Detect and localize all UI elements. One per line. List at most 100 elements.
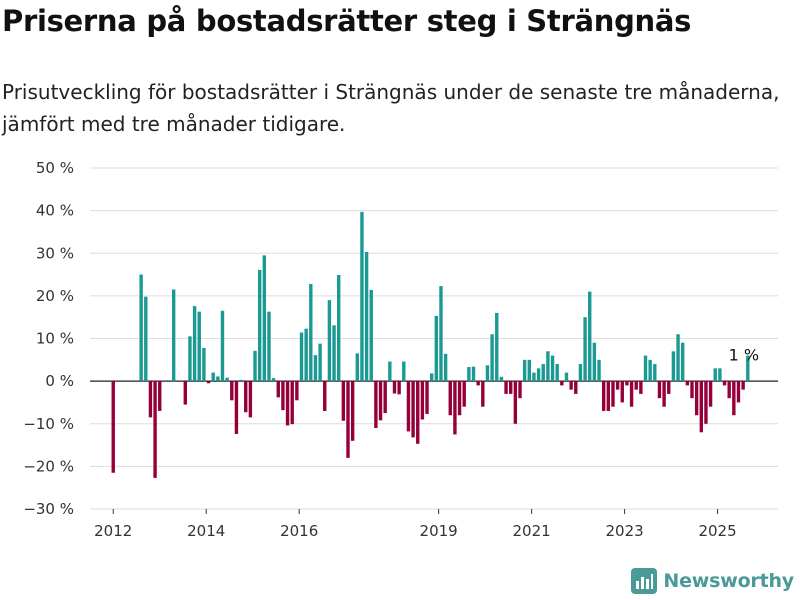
bar: [662, 381, 666, 407]
bar: [639, 381, 643, 394]
bar: [234, 381, 239, 434]
bar: [690, 381, 694, 399]
x-tick-label: 2019: [420, 522, 458, 540]
bar: [694, 381, 699, 416]
bar: [634, 381, 638, 390]
bar: [653, 364, 657, 382]
bar: [183, 381, 187, 405]
bar: [144, 296, 148, 382]
bar-chart: −30 % −20 % −10 % 0 % 10 % 20 % 30 % 40 % 50 % 2…: [23, 159, 778, 540]
bar: [513, 381, 518, 424]
bar: [188, 336, 192, 382]
bar: [532, 372, 536, 382]
bar: [588, 291, 592, 382]
bar: [736, 381, 741, 403]
bar: [220, 310, 225, 382]
bar: [388, 361, 392, 382]
bar: [569, 381, 573, 390]
bar: [327, 300, 332, 382]
bar: [685, 381, 690, 386]
y-tick-label: 0 %: [45, 372, 74, 390]
bar: [704, 381, 708, 424]
bar: [318, 343, 322, 382]
bar: [611, 381, 615, 407]
bar: [290, 381, 294, 425]
x-tick-label: 2025: [698, 522, 736, 540]
bar: [360, 211, 364, 382]
bar: [722, 381, 727, 386]
bar: [606, 381, 611, 411]
chart-subtitle: Prisutveckling för bostadsrätter i Strän…: [2, 80, 780, 136]
bar: [402, 361, 406, 382]
brand-name: Newsworthy: [663, 570, 794, 592]
latest-value-label: 1 %: [729, 346, 759, 365]
bar: [111, 381, 115, 473]
bar: [313, 355, 318, 382]
bar: [420, 381, 425, 420]
bar: [536, 368, 541, 382]
bar: [355, 353, 359, 382]
bar: [211, 372, 215, 382]
bar: [374, 381, 378, 429]
bar: [364, 251, 369, 382]
bar: [546, 351, 550, 382]
bar: [746, 355, 750, 382]
y-tick-label: −10 %: [23, 415, 74, 433]
bar: [560, 381, 564, 386]
bar: [253, 350, 257, 382]
bar: [657, 381, 662, 399]
bar: [676, 334, 680, 382]
bar: [583, 317, 587, 382]
y-tick-label: −30 %: [23, 500, 74, 518]
bar: [643, 355, 648, 382]
x-tick-label: 2016: [280, 522, 318, 540]
bar: [281, 381, 285, 411]
bar: [295, 381, 299, 401]
y-tick-labels: −30 % −20 % −10 % 0 % 10 % 20 % 30 % 40 % 50 %: [23, 159, 74, 518]
bar: [383, 381, 387, 414]
bar: [527, 359, 531, 382]
bar: [476, 381, 480, 386]
bar: [471, 366, 476, 382]
bar: [299, 332, 304, 382]
bar: [337, 274, 341, 382]
bar: [406, 381, 411, 432]
bar: [453, 381, 457, 435]
bar: [467, 367, 471, 382]
bar: [244, 381, 248, 413]
bar: [197, 311, 201, 382]
bar: [481, 381, 485, 407]
bar: [550, 355, 555, 382]
bar: [276, 381, 280, 398]
bar: [148, 381, 153, 418]
x-tick-label: 2012: [94, 522, 132, 540]
bar: [713, 368, 717, 382]
bar: [495, 312, 499, 382]
bar: [490, 334, 494, 382]
y-tick-label: 20 %: [36, 287, 74, 305]
bar: [225, 377, 229, 382]
bar: [732, 381, 736, 416]
bar: [202, 347, 206, 382]
bar: [671, 351, 676, 382]
newsworthy-logo-icon: [631, 568, 658, 594]
bar: [392, 381, 397, 394]
bar: [153, 381, 157, 478]
bar: [625, 381, 629, 386]
bar: [597, 359, 601, 382]
bar: [216, 376, 220, 382]
bar: [416, 381, 420, 444]
bar: [462, 381, 466, 407]
bar: [158, 381, 162, 411]
bar: [601, 381, 606, 411]
bar: [499, 376, 504, 382]
bar: [332, 325, 336, 382]
y-tick-label: 40 %: [36, 202, 74, 220]
y-tick-label: 10 %: [36, 330, 74, 348]
x-tick-label: 2023: [606, 522, 644, 540]
bar: [248, 381, 253, 418]
bar: [727, 381, 731, 399]
bar: [592, 342, 597, 382]
bar: [369, 289, 373, 382]
bar: [741, 381, 745, 390]
